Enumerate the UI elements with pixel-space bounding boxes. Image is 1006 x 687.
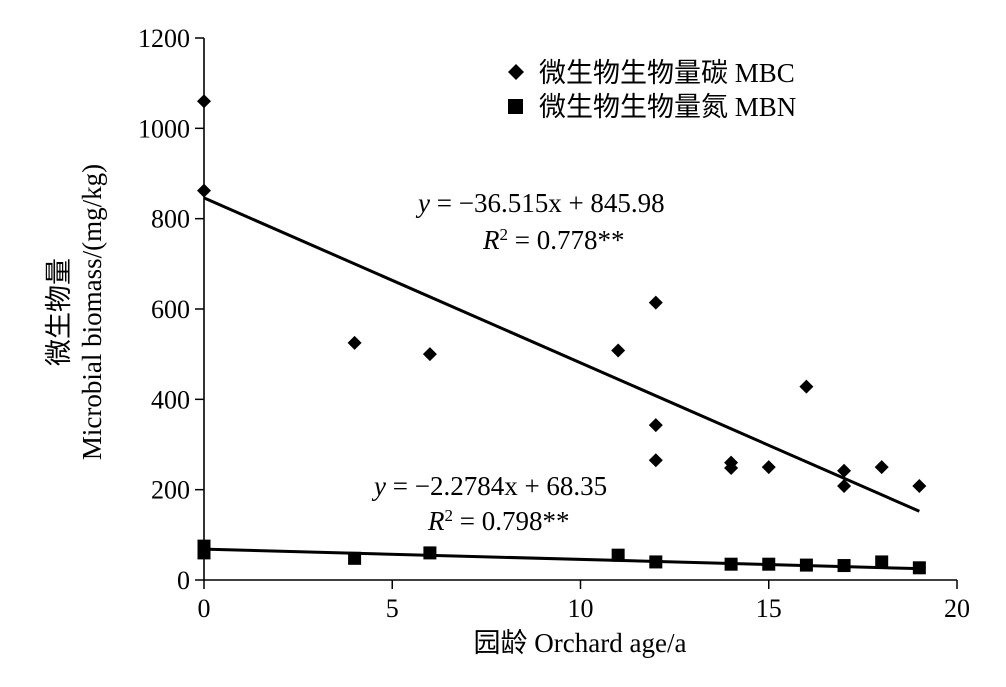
data-point-mbc xyxy=(648,295,663,310)
y-tick-label: 200 xyxy=(151,476,190,505)
r2-mbn-line: R2 = 0.798** xyxy=(427,506,569,537)
series-layer xyxy=(197,94,927,575)
data-point-mbc xyxy=(197,183,211,198)
data-point-mbc xyxy=(611,343,626,358)
data-point-mbn xyxy=(348,551,362,565)
data-point-mbc xyxy=(724,460,739,475)
y-tick-label: 400 xyxy=(151,385,190,414)
data-point-mbc xyxy=(912,479,927,494)
r2-mbc-line: R2 = 0.778** xyxy=(482,225,624,256)
r2-mbc-text: = 0.778** xyxy=(508,225,624,255)
y-axis-title-line1: 微生物量 xyxy=(44,258,74,366)
equation-mbc-var: y xyxy=(415,188,430,218)
trendline-mbc xyxy=(203,196,920,513)
data-point-mbc xyxy=(874,460,889,475)
y-axis-title-line2: Microbial biomass/(mg/kg) xyxy=(77,164,107,460)
equation-mbn: y = −2.2784x + 68.35 R2 = 0.798** xyxy=(371,471,607,536)
x-tick-label: 15 xyxy=(756,594,782,623)
y-tick-label: 800 xyxy=(151,205,190,234)
equation-mbc: y = −36.515x + 845.98 R2 = 0.778** xyxy=(415,188,665,255)
legend-label-mbn: 微生物生物量氮 MBN xyxy=(539,92,796,122)
r2-mbn-text: = 0.798** xyxy=(453,506,569,536)
x-tick-label: 5 xyxy=(386,594,399,623)
data-point-mbc xyxy=(648,418,663,433)
data-point-mbc xyxy=(422,347,437,362)
x-tick-label: 20 xyxy=(944,594,970,623)
data-point-mbc xyxy=(761,460,776,475)
y-tick-label: 1200 xyxy=(138,24,190,53)
legend-marker-diamond xyxy=(508,64,524,80)
data-point-mbc xyxy=(197,94,211,109)
data-point-mbn xyxy=(611,548,625,562)
data-point-mbc xyxy=(837,463,852,478)
trendlines xyxy=(203,196,920,571)
y-tick-label: 1000 xyxy=(138,114,190,143)
data-point-mbc xyxy=(799,379,814,394)
legend-label-mbc: 微生物生物量碳 MBC xyxy=(539,58,795,88)
data-point-mbn xyxy=(423,546,437,560)
r2-mbc-sup: 2 xyxy=(500,225,509,244)
x-axis-title: 园龄 Orchard age/a xyxy=(474,628,687,658)
data-point-mbn xyxy=(875,555,889,569)
x-tick-label: 0 xyxy=(198,594,211,623)
r2-mbc-var: R xyxy=(482,225,500,255)
equation-mbn-line: y = −2.2784x + 68.35 xyxy=(371,471,607,501)
equation-mbn-text: = −2.2784x + 68.35 xyxy=(386,471,607,501)
data-point-mbc xyxy=(347,335,362,350)
y-tick-label: 0 xyxy=(177,566,190,595)
equation-mbc-text: = −36.515x + 845.98 xyxy=(430,188,665,218)
equation-mbc-line: y = −36.515x + 845.98 xyxy=(415,188,665,218)
x-tick-label: 10 xyxy=(568,594,594,623)
trendline-mbn xyxy=(203,547,920,571)
y-tick-label: 600 xyxy=(151,295,190,324)
axes: 0 200 400 600 800 1000 1200 0 5 10 15 20 xyxy=(138,24,970,623)
data-point-mbc xyxy=(648,453,663,468)
r2-mbn-sup: 2 xyxy=(445,506,454,525)
legend: 微生物生物量碳 MBC 微生物生物量氮 MBN xyxy=(508,58,796,122)
r2-mbn-var: R xyxy=(427,506,445,536)
data-point-mbc xyxy=(837,479,852,494)
legend-marker-square xyxy=(508,99,523,114)
equation-mbn-var: y xyxy=(371,471,386,501)
